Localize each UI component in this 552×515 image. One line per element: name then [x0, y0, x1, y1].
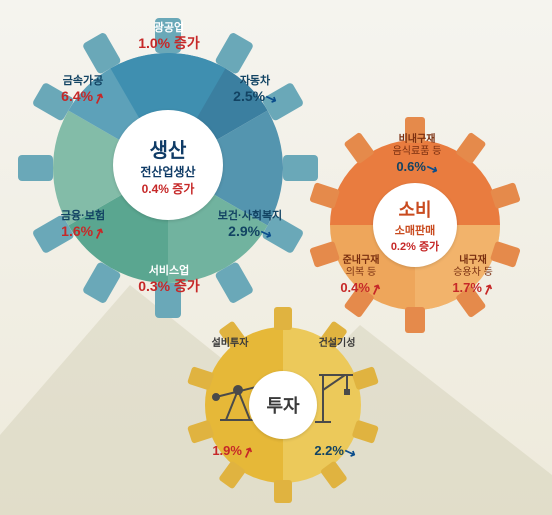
cell-facility: 설비투자: [195, 338, 265, 350]
cell-construction-value: 2.2%↘: [300, 442, 370, 459]
cell-facility-value: 1.9%↗: [198, 442, 268, 459]
cell-construction: 건설기성: [302, 338, 372, 350]
investment-title: 투자: [266, 392, 299, 418]
gear-investment-hub: 투자: [249, 371, 317, 439]
